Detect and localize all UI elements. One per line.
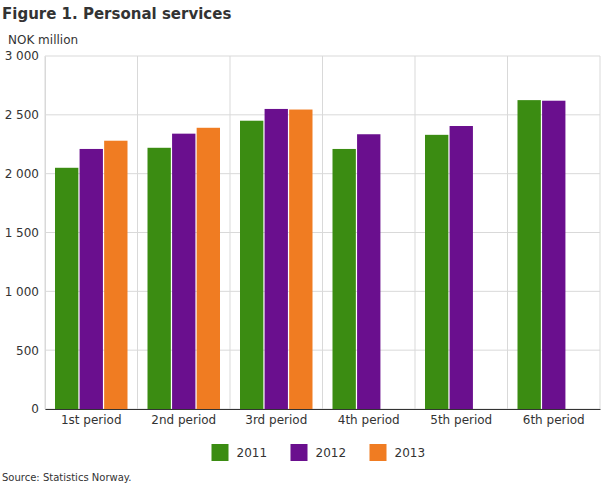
series — [80, 101, 566, 409]
separator — [415, 56, 416, 409]
x-axis: 1st period 2nd period 3rd period 4th period… — [46, 409, 601, 427]
x-tick-label: 3rd period — [245, 413, 307, 427]
separator — [230, 56, 231, 409]
y-axis-line — [45, 57, 46, 410]
legend-item: 2013 — [370, 444, 426, 461]
y-tick: 3 000 — [5, 49, 45, 63]
series — [55, 100, 541, 409]
x-tick-label: 2nd period — [151, 413, 216, 427]
bar — [333, 149, 356, 409]
legend-swatch — [291, 444, 308, 461]
grid — [45, 56, 600, 409]
bar — [148, 148, 171, 409]
title: Figure 1. Personal services — [2, 5, 231, 23]
bar — [425, 135, 448, 409]
bar — [265, 109, 288, 409]
legend-swatch — [212, 444, 229, 461]
x-tick-label: 6th period — [523, 413, 585, 427]
y-tick: 1 500 — [5, 226, 45, 240]
x-tick: 1st period — [61, 409, 122, 427]
source: Source: Statistics Norway. — [2, 472, 131, 483]
separator — [507, 56, 508, 409]
x-tick: 3rd period — [245, 409, 307, 427]
legend-swatch — [370, 444, 387, 461]
bar — [104, 141, 127, 409]
legend-item: 2011 — [212, 444, 268, 461]
y-tick: 500 — [16, 344, 45, 358]
x-tick: 5th period — [430, 409, 492, 427]
bar — [289, 110, 312, 409]
y-tick-label: 0 — [31, 402, 39, 416]
x-axis-line — [46, 409, 601, 410]
separator — [600, 56, 601, 409]
bar — [542, 101, 565, 409]
separator — [45, 56, 46, 409]
y-tick: 0 — [31, 402, 45, 416]
x-tick-label: 1st period — [61, 413, 122, 427]
legend-item: 2012 — [291, 444, 347, 461]
legend: 2011 2012 2013 — [212, 444, 426, 461]
chart: Figure 1. Personal services NOK million 0 5… — [0, 0, 610, 488]
x-tick-label: 4th period — [338, 413, 400, 427]
y-tick-label: 1 000 — [5, 285, 39, 299]
bar — [357, 134, 380, 409]
bar — [172, 134, 195, 409]
x-tick-label: 5th period — [430, 413, 492, 427]
plot: 0 500 1 000 1 500 2 000 2 500 3 000 1st period 2… — [5, 49, 601, 426]
bar — [518, 100, 541, 409]
y-tick-label: 1 500 — [5, 226, 39, 240]
bars — [55, 100, 565, 409]
bar — [240, 121, 263, 409]
y-tick-label: 2 000 — [5, 167, 39, 181]
bar — [197, 128, 220, 409]
bar — [55, 168, 78, 409]
separator — [137, 56, 138, 409]
y-tick-label: 500 — [16, 344, 39, 358]
bar — [80, 149, 103, 409]
y-tick: 2 000 — [5, 167, 45, 181]
x-tick: 6th period — [523, 409, 585, 427]
y-axis-label: NOK million — [8, 33, 78, 47]
y-tick: 1 000 — [5, 285, 45, 299]
x-tick: 2nd period — [151, 409, 216, 427]
bar — [450, 126, 473, 409]
x-tick: 4th period — [338, 409, 400, 427]
category-separators — [45, 56, 600, 409]
series — [104, 110, 312, 409]
y-tick-label: 2 500 — [5, 108, 39, 122]
y-axis: 0 500 1 000 1 500 2 000 2 500 3 000 — [5, 49, 46, 416]
legend-label: 2013 — [395, 446, 426, 460]
legend-label: 2011 — [237, 446, 268, 460]
y-tick: 2 500 — [5, 108, 45, 122]
y-tick-label: 3 000 — [5, 49, 39, 63]
legend-label: 2012 — [316, 446, 347, 460]
separator — [322, 56, 323, 409]
